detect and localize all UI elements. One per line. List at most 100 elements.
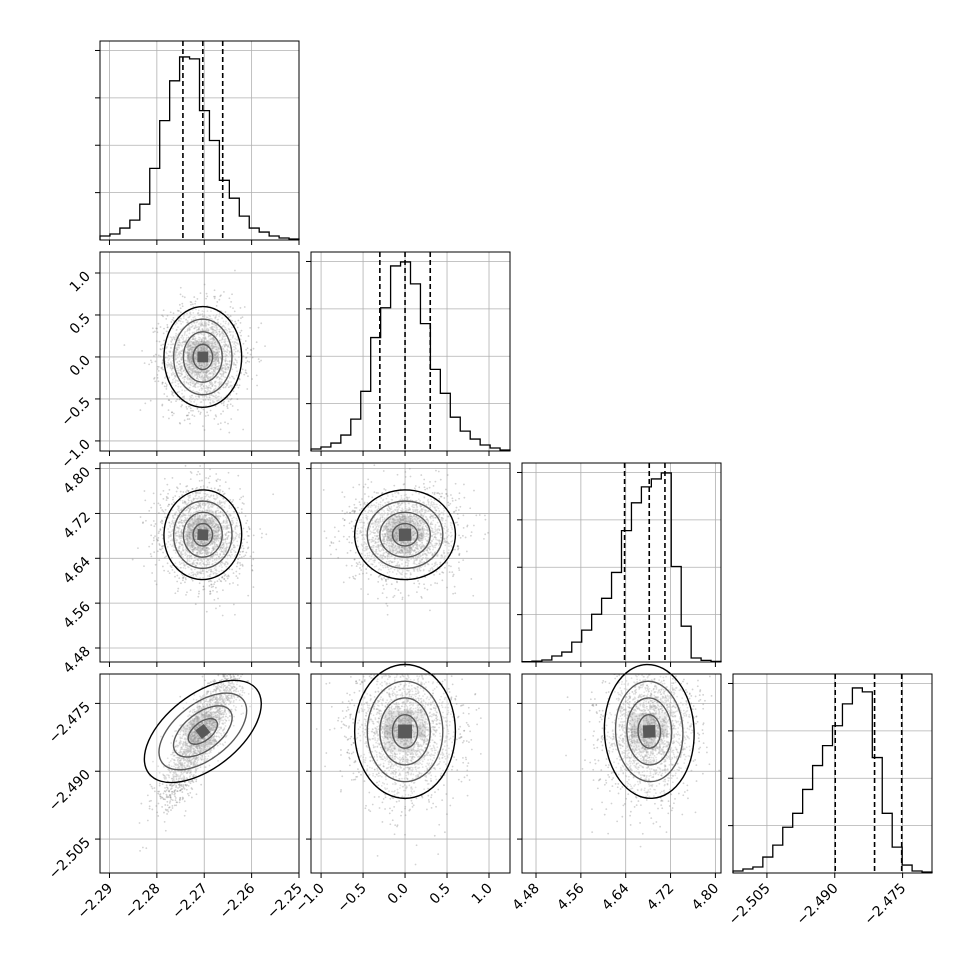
sample-point bbox=[217, 365, 219, 368]
sample-point bbox=[200, 540, 203, 543]
sample-point bbox=[189, 345, 192, 348]
sample-point bbox=[199, 413, 202, 415]
sample-point bbox=[204, 341, 207, 344]
sample-point bbox=[181, 358, 184, 361]
sample-point bbox=[169, 355, 172, 357]
sample-point bbox=[211, 400, 214, 402]
sample-point bbox=[199, 504, 201, 507]
sample-point bbox=[205, 550, 207, 553]
sample-point bbox=[188, 377, 191, 380]
sample-point bbox=[203, 347, 206, 350]
sample-point bbox=[188, 349, 190, 352]
sample-point bbox=[204, 337, 207, 340]
sample-point bbox=[215, 540, 218, 543]
sample-point bbox=[204, 387, 207, 390]
sample-point bbox=[195, 340, 198, 342]
sample-point bbox=[197, 371, 200, 374]
sample-point bbox=[207, 499, 209, 502]
sample-point bbox=[190, 346, 193, 349]
sample-point bbox=[235, 392, 238, 395]
sample-point bbox=[188, 361, 191, 364]
sample-point bbox=[166, 326, 169, 329]
sample-point bbox=[188, 378, 191, 381]
sample-point bbox=[177, 505, 179, 507]
sample-point bbox=[213, 360, 216, 363]
sample-point bbox=[199, 346, 202, 348]
sample-point bbox=[192, 397, 195, 400]
sample-point bbox=[178, 390, 181, 393]
sample-point bbox=[178, 319, 180, 322]
sample-point bbox=[211, 341, 214, 343]
sample-point bbox=[213, 581, 216, 584]
sample-point bbox=[223, 538, 226, 541]
sample-point bbox=[211, 370, 213, 373]
sample-point bbox=[174, 495, 177, 497]
sample-point bbox=[186, 407, 188, 410]
sample-point bbox=[203, 340, 206, 342]
sample-point bbox=[236, 577, 239, 579]
sample-point bbox=[192, 311, 195, 314]
sample-point bbox=[193, 374, 196, 377]
sample-point bbox=[208, 372, 211, 375]
sample-point bbox=[203, 337, 206, 339]
sample-point bbox=[185, 362, 188, 365]
sample-point bbox=[214, 498, 217, 501]
sample-point bbox=[188, 365, 191, 368]
sample-point bbox=[189, 545, 192, 548]
sample-point bbox=[208, 575, 211, 578]
sample-point bbox=[174, 562, 177, 565]
sample-point bbox=[209, 468, 211, 471]
sample-point bbox=[222, 410, 225, 413]
sample-point bbox=[201, 378, 204, 381]
sample-point bbox=[223, 328, 226, 331]
sample-point bbox=[210, 570, 213, 573]
sample-point bbox=[217, 525, 219, 528]
sample-point bbox=[210, 347, 213, 350]
sample-point bbox=[171, 381, 174, 384]
sample-point bbox=[174, 374, 176, 377]
sample-point bbox=[203, 519, 206, 522]
sample-point bbox=[199, 411, 202, 414]
sample-point bbox=[219, 373, 222, 375]
sample-point bbox=[190, 357, 193, 359]
sample-point bbox=[235, 565, 238, 568]
sample-point bbox=[195, 390, 197, 393]
sample-point bbox=[194, 337, 197, 340]
sample-point bbox=[170, 374, 173, 377]
sample-point bbox=[187, 354, 190, 357]
sample-point bbox=[172, 371, 174, 374]
sample-point bbox=[215, 544, 218, 546]
sample-point bbox=[213, 368, 215, 371]
sample-point bbox=[329, 553, 332, 556]
sample-point bbox=[245, 356, 248, 359]
sample-point bbox=[201, 329, 204, 332]
sample-point bbox=[218, 380, 221, 383]
sample-point bbox=[215, 358, 218, 360]
sample-point bbox=[185, 414, 188, 417]
sample-point bbox=[181, 579, 184, 582]
sample-point bbox=[187, 376, 189, 379]
sample-point bbox=[216, 551, 219, 554]
sample-point bbox=[152, 520, 155, 522]
sample-point bbox=[190, 394, 193, 397]
sample-point bbox=[217, 395, 220, 398]
sample-point bbox=[205, 363, 208, 366]
sample-point bbox=[237, 319, 240, 322]
sample-point bbox=[224, 340, 227, 343]
sample-point bbox=[225, 364, 228, 367]
sample-point bbox=[164, 356, 167, 359]
sample-point bbox=[224, 343, 227, 346]
sample-point bbox=[181, 404, 183, 406]
sample-point bbox=[163, 393, 166, 395]
sample-point bbox=[208, 585, 211, 587]
sample-point bbox=[210, 394, 213, 396]
sample-point bbox=[222, 589, 224, 592]
sample-point bbox=[173, 501, 175, 504]
sample-point bbox=[208, 530, 211, 532]
sample-point bbox=[364, 493, 366, 495]
sample-point bbox=[189, 407, 192, 410]
sample-point bbox=[190, 360, 193, 363]
sample-point bbox=[221, 490, 224, 493]
sample-point bbox=[153, 502, 156, 505]
sample-point bbox=[190, 554, 193, 557]
